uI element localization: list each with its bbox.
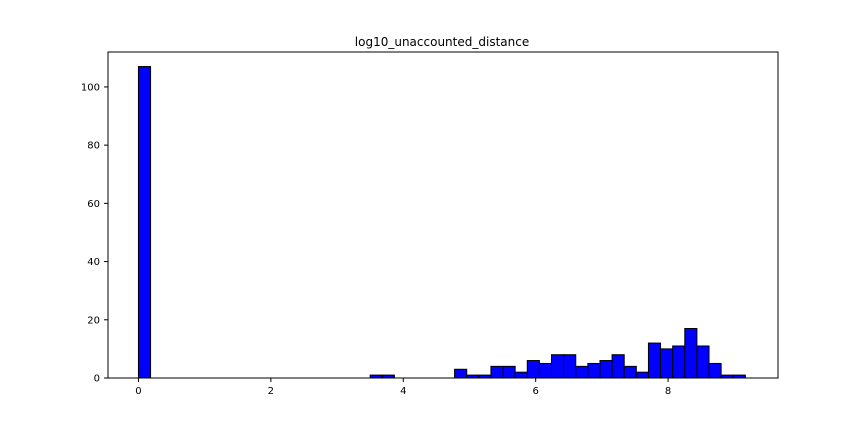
histogram-bar-10 — [538, 362, 553, 379]
histogram-bar-6 — [490, 365, 504, 379]
histogram-bar-7 — [502, 365, 516, 379]
y-tick-label-1: 20 — [87, 315, 100, 326]
y-tick-label-0: 0 — [94, 374, 100, 385]
histogram-bar-23 — [696, 345, 710, 379]
y-axis: 0 20 40 60 80 100 — [81, 82, 108, 385]
histogram-bar-14 — [587, 362, 601, 379]
y-tick-label-4: 80 — [87, 141, 100, 152]
histogram-bar-13 — [575, 365, 589, 379]
chart-title: log10_unaccounted_distance — [355, 35, 529, 49]
histogram-bar-3 — [454, 368, 468, 379]
bars-group — [137, 66, 746, 379]
x-axis: 0 2 4 6 8 — [135, 378, 671, 397]
x-tick-label-4: 8 — [665, 386, 671, 397]
x-tick-label-0: 0 — [135, 386, 141, 397]
x-tick-label-3: 6 — [533, 386, 539, 397]
histogram-bar-11 — [551, 354, 565, 379]
histogram-bar-21 — [672, 345, 686, 379]
histogram-bar-22 — [684, 328, 698, 379]
histogram-bar-9 — [526, 360, 540, 379]
histogram-bar-18 — [635, 371, 649, 379]
axes-frame — [107, 51, 779, 379]
histogram-bar-19 — [647, 342, 662, 379]
histogram-bar-12 — [563, 354, 577, 379]
histogram-bar-20 — [660, 348, 674, 379]
y-tick-label-2: 40 — [87, 257, 100, 268]
y-tick-label-5: 100 — [81, 82, 100, 93]
histogram-bar-15 — [599, 360, 613, 379]
histogram-bar-24 — [708, 362, 722, 379]
histogram-bar-0 — [137, 66, 152, 379]
x-tick-label-1: 2 — [268, 386, 274, 397]
histogram-bar-16 — [611, 354, 625, 379]
histogram-bar-8 — [514, 371, 528, 379]
histogram-bar-17 — [623, 365, 637, 379]
x-tick-label-2: 4 — [400, 386, 406, 397]
y-tick-label-3: 60 — [87, 199, 100, 210]
